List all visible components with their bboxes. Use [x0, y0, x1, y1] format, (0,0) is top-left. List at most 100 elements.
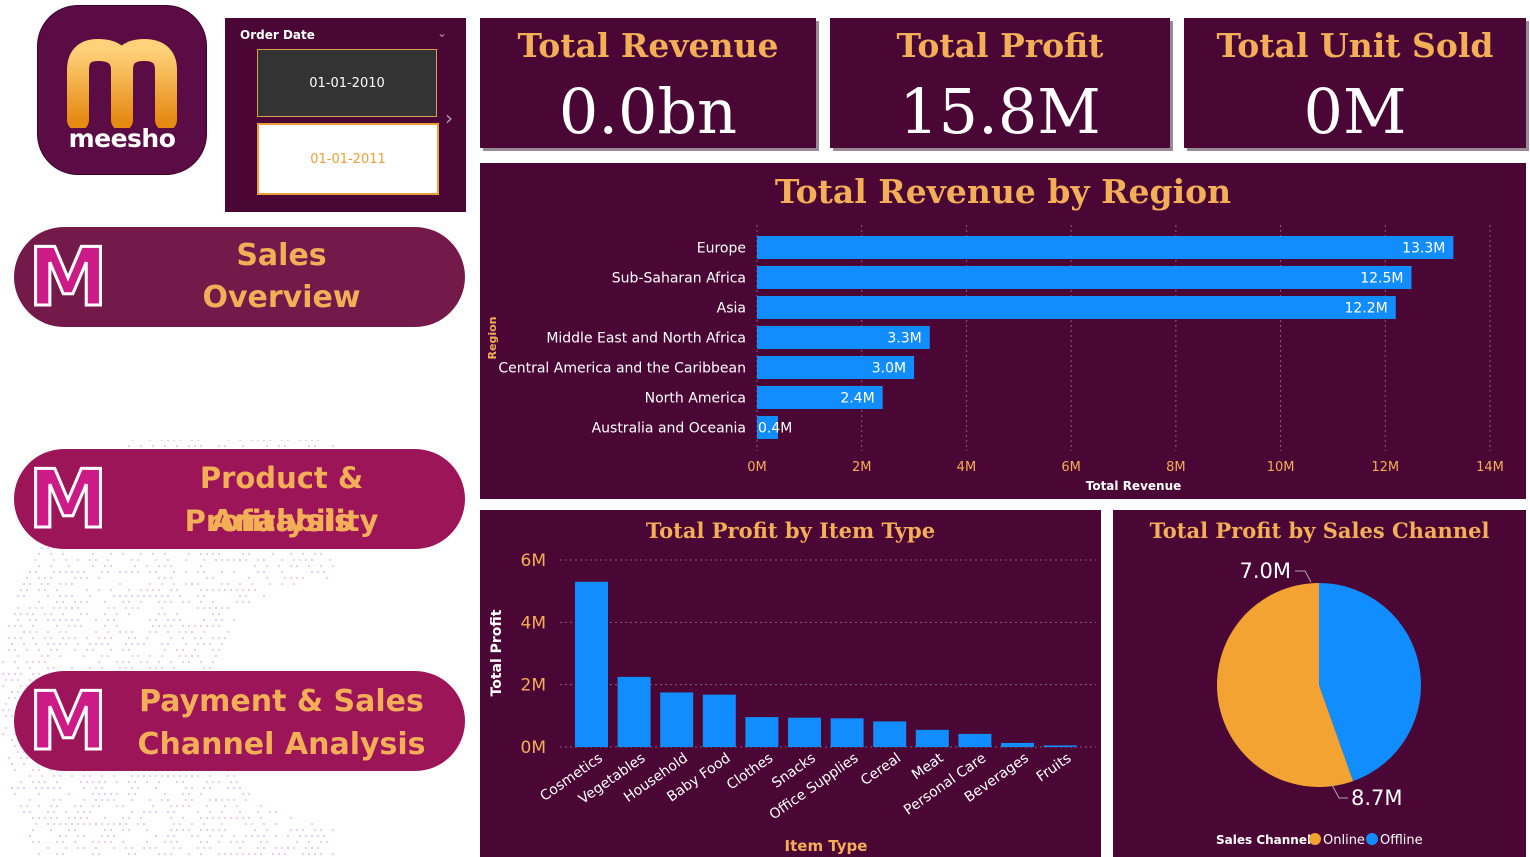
decorative-dot [122, 661, 124, 663]
bar-meat[interactable] [916, 730, 949, 747]
decorative-dot [224, 817, 226, 819]
bar-cereal[interactable] [873, 721, 906, 747]
decorative-dot [89, 823, 91, 825]
bar-baby-food[interactable] [703, 695, 736, 747]
decorative-dot [29, 775, 31, 777]
decorative-dot [167, 799, 169, 801]
decorative-dot [140, 445, 142, 447]
kpi-title: Total Profit [830, 26, 1170, 65]
decorative-dot [59, 775, 61, 777]
decorative-dot [113, 775, 115, 777]
decorative-dot [182, 781, 184, 783]
decorative-dot [65, 823, 67, 825]
bar-fruits[interactable] [1044, 745, 1077, 747]
decorative-dot [149, 440, 151, 441]
decorative-dot [263, 440, 265, 441]
decorative-dot [218, 589, 220, 591]
decorative-dot [158, 661, 160, 663]
decorative-dot [110, 649, 112, 651]
decorative-dot [128, 781, 130, 783]
decorative-dot [107, 643, 109, 645]
decorative-dot [152, 553, 154, 555]
decorative-dot [59, 571, 61, 573]
chevron-right-icon[interactable]: › [445, 106, 453, 130]
order-date-slicer[interactable]: Order Date ⌄ 01-01-2010 01-01-2011 › [225, 18, 466, 212]
decorative-dot [89, 811, 91, 813]
decorative-dot [5, 703, 7, 705]
legend-label-offline[interactable]: Offline [1380, 833, 1423, 848]
decorative-dot [272, 853, 274, 855]
decorative-dot [257, 835, 259, 837]
decorative-dot [296, 829, 298, 831]
kpi-value: 15.8M [830, 74, 1170, 150]
bar-clothes[interactable] [745, 717, 778, 747]
decorative-dot [212, 613, 214, 615]
chevron-down-icon[interactable]: ⌄ [437, 26, 447, 40]
decorative-dot [221, 823, 223, 825]
legend-marker-online [1309, 833, 1321, 845]
x-tick-label: 4M [957, 460, 977, 475]
decorative-dot [239, 787, 241, 789]
decorative-dot [140, 589, 142, 591]
bar-office-supplies[interactable] [831, 718, 864, 747]
bar-household[interactable] [660, 692, 693, 747]
decorative-dot [62, 601, 64, 603]
decorative-dot [86, 637, 88, 639]
decorative-dot [8, 697, 10, 699]
decorative-dot [203, 631, 205, 633]
decorative-dot [152, 445, 154, 447]
decorative-dot [299, 440, 301, 441]
bar-beverages[interactable] [1001, 743, 1034, 747]
decorative-dot [11, 643, 13, 645]
bar-personal-care[interactable] [958, 734, 991, 747]
decorative-dot [302, 577, 304, 579]
nav-product-profitability-button[interactable]: M Product & Profitability Analysis [14, 449, 465, 549]
decorative-dot [218, 649, 220, 651]
decorative-dot [296, 565, 298, 567]
decorative-dot [92, 553, 94, 555]
decorative-dot [320, 841, 322, 843]
svg-text:M: M [28, 461, 108, 539]
x-tick-label: 10M [1267, 460, 1295, 475]
end-date-field[interactable]: 01-01-2011 [257, 123, 439, 195]
decorative-dot [47, 667, 49, 669]
bar-vegetables[interactable] [618, 677, 651, 747]
decorative-dot [59, 655, 61, 657]
decorative-dot [65, 583, 67, 585]
decorative-dot [86, 577, 88, 579]
decorative-dot [161, 775, 163, 777]
data-label: 2.4M [840, 391, 874, 407]
nav-payment-sales-channel-button[interactable]: M Payment & Sales Channel Analysis [14, 671, 465, 771]
svg-text:M: M [28, 239, 108, 317]
decorative-dot [197, 643, 199, 645]
decorative-dot [311, 847, 313, 849]
decorative-dot [212, 625, 214, 627]
decorative-dot [98, 637, 100, 639]
decorative-dot [59, 787, 61, 789]
decorative-dot [53, 823, 55, 825]
decorative-dot [257, 571, 259, 573]
legend-label-online[interactable]: Online [1323, 833, 1365, 848]
decorative-dot [110, 829, 112, 831]
decorative-dot [266, 445, 268, 447]
bar-asia[interactable] [757, 296, 1396, 319]
decorative-dot [302, 853, 304, 855]
decorative-dot [191, 440, 193, 441]
decorative-dot [137, 559, 139, 561]
start-date-field[interactable]: 01-01-2010 [257, 49, 437, 117]
bar-snacks[interactable] [788, 718, 821, 747]
bar-sub-saharan-africa[interactable] [757, 266, 1411, 289]
decorative-dot [107, 607, 109, 609]
bar-europe[interactable] [757, 236, 1453, 259]
decorative-dot [62, 853, 64, 855]
decorative-dot [212, 649, 214, 651]
decorative-dot [188, 625, 190, 627]
decorative-dot [173, 811, 175, 813]
decorative-dot [44, 577, 46, 579]
nav-sales-overview-button[interactable]: M Sales Overview [14, 227, 465, 327]
decorative-dot [251, 835, 253, 837]
decorative-dot [137, 823, 139, 825]
decorative-dot [194, 649, 196, 651]
decorative-dot [155, 811, 157, 813]
bar-cosmetics[interactable] [575, 582, 608, 747]
